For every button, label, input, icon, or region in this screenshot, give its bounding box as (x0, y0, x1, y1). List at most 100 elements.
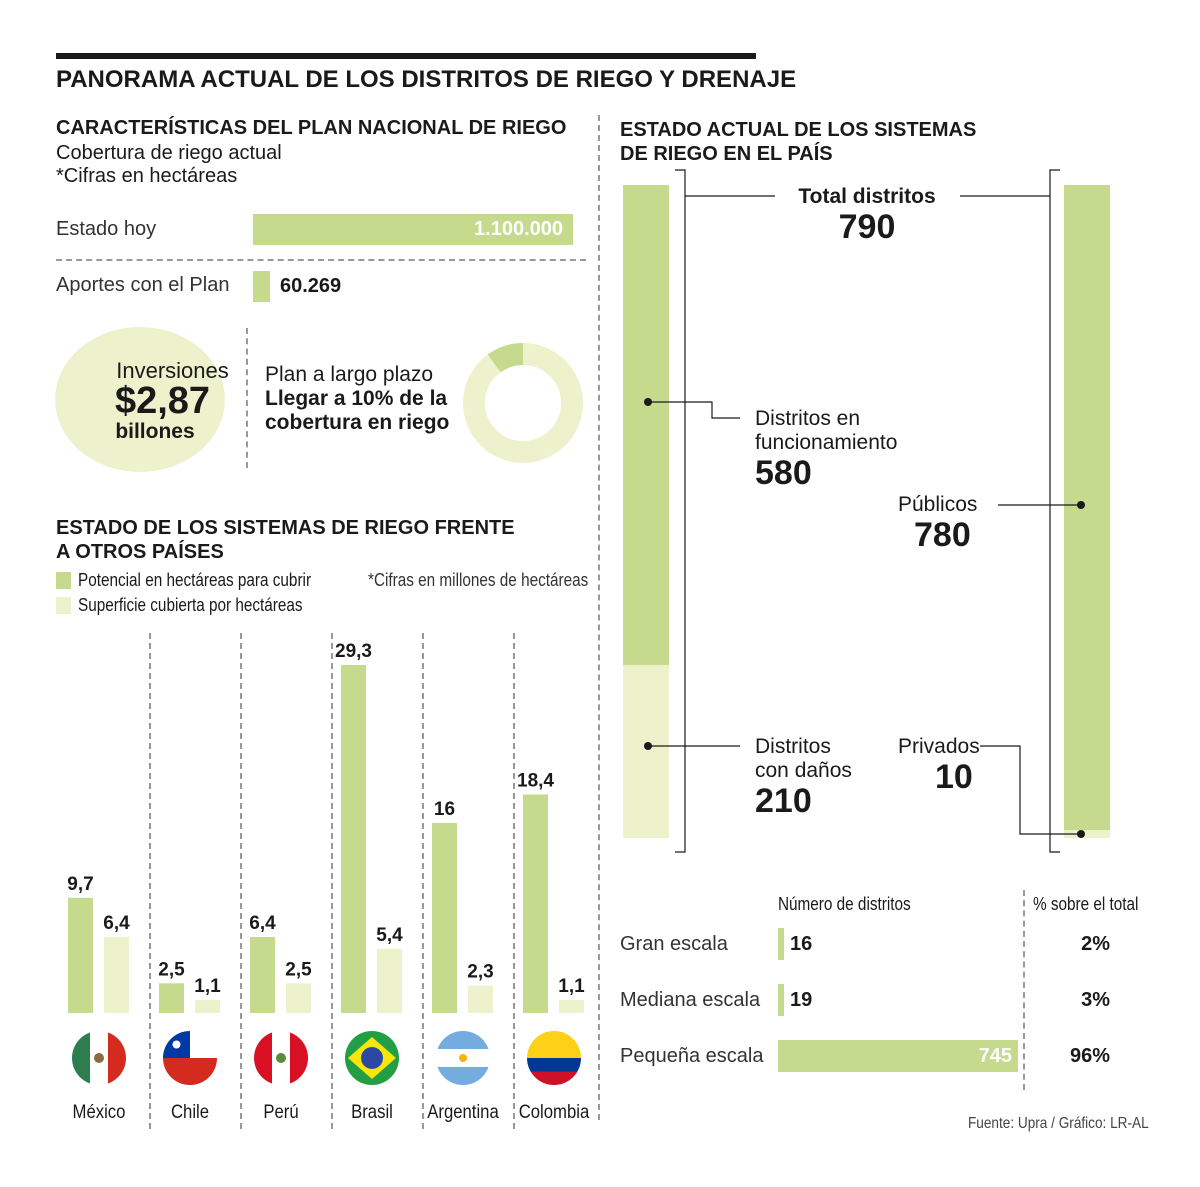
plan-divider (56, 259, 586, 261)
scale-value-mediana: 19 (790, 989, 813, 1011)
plan-vertical-divider (246, 328, 248, 468)
scale-bar-mediana (778, 984, 785, 1016)
danos-dot (644, 742, 652, 750)
danos-bar-segment (623, 665, 669, 838)
scale-row-gran-label: Gran escala (620, 933, 728, 955)
scale-pct-gran: 2% (1081, 933, 1110, 955)
bar-superficie-4 (468, 985, 493, 1013)
countries-note: *Cifras en millones de hectáreas (368, 570, 589, 590)
func-value: 580 (755, 454, 812, 492)
bar-superficie-0 (104, 936, 129, 1013)
bar-value-label: 9,7 (67, 874, 93, 895)
bar-value-label: 6,4 (103, 913, 130, 934)
flag-icon-3 (345, 1031, 399, 1085)
publicos-value: 780 (914, 516, 971, 554)
aportes-value: 60.269 (280, 275, 342, 297)
plazo-label: Plan a largo plazo (265, 363, 434, 386)
inversiones-unit: billones (115, 420, 195, 443)
flag-icon-4 (436, 1031, 490, 1085)
bar-value-label: 2,3 (467, 962, 493, 983)
bar-potencial-2 (250, 936, 275, 1013)
danos-label2: con daños (755, 759, 852, 782)
privados-label: Privados (898, 735, 980, 758)
func-label2: funcionamiento (755, 431, 898, 454)
scale-header-num: Número de distritos (778, 894, 911, 914)
estado-hoy-label: Estado hoy (56, 218, 157, 240)
legend-superficie: Superficie cubierta por hectáreas (78, 595, 303, 615)
func-bar-segment (623, 185, 669, 665)
bar-value-label: 1,1 (194, 976, 221, 997)
privados-bar-segment (1064, 830, 1110, 838)
publicos-dot (1077, 501, 1085, 509)
flag-icon-2 (254, 1031, 308, 1085)
scale-pct-mediana: 3% (1081, 989, 1110, 1011)
country-name-label: Brasil (351, 1101, 393, 1122)
scale-row-pequena-label: Pequeña escala (620, 1045, 764, 1067)
bar-potencial-0 (68, 897, 93, 1013)
privados-leader (980, 745, 1081, 835)
bar-potencial-4 (432, 822, 457, 1013)
publicos-label: Públicos (898, 493, 978, 516)
func-dot (644, 398, 652, 406)
aportes-label: Aportes con el Plan (56, 274, 230, 296)
donut-fill (463, 343, 583, 463)
scale-vertical-divider (1023, 890, 1025, 1090)
scale-value-gran: 16 (790, 933, 813, 955)
scale-pct-pequena: 96% (1069, 1045, 1110, 1067)
country-bar-chart: 9,7 6,4 México 2,5 1,1 Chile 6,4 2,5 Perú 29,3 5,4… (67, 633, 590, 1130)
bar-value-label: 16 (434, 799, 455, 820)
bar-potencial-5 (523, 794, 548, 1013)
plan-subtitle: Cobertura de riego actual (56, 142, 282, 164)
plazo-donut (463, 343, 583, 463)
donut-track (463, 343, 583, 463)
countries-title2: A OTROS PAÍSES (56, 541, 224, 563)
bar-value-label: 18,4 (517, 770, 554, 791)
plan-title: CARACTERÍSTICAS DEL PLAN NACIONAL DE RIE… (56, 117, 567, 139)
country-name-label: Perú (263, 1101, 298, 1122)
systems-title1: ESTADO ACTUAL DE LOS SISTEMAS (620, 119, 977, 141)
country-name-label: Chile (171, 1101, 209, 1122)
right-bracket (1049, 169, 1060, 853)
estado-hoy-value: 1.100.000 (474, 218, 563, 240)
bar-superficie-3 (377, 948, 402, 1013)
func-leader (648, 401, 740, 419)
scale-row-mediana-label: Mediana escala (620, 989, 761, 1011)
total-label: Total distritos (798, 185, 936, 208)
plan-note: *Cifras en hectáreas (56, 165, 238, 187)
country-name-label: México (73, 1101, 126, 1122)
bar-potencial-1 (159, 983, 184, 1013)
flag-icon-1 (163, 1031, 217, 1085)
danos-value: 210 (755, 782, 812, 820)
source-credit: Fuente: Upra / Gráfico: LR-AL (968, 1115, 1149, 1132)
scale-bar-pequena (778, 1040, 1018, 1072)
aportes-bar (253, 271, 270, 302)
bar-value-label: 1,1 (558, 976, 585, 997)
bar-potencial-3 (341, 665, 366, 1013)
inversiones-circle (55, 327, 225, 472)
bar-value-label: 2,5 (285, 959, 312, 980)
countries-title1: ESTADO DE LOS SISTEMAS DE RIEGO FRENTE (56, 517, 515, 539)
publicos-bar-segment (1064, 185, 1110, 830)
total-value: 790 (838, 208, 896, 246)
plazo-line1: Llegar a 10% de la (265, 387, 448, 410)
bar-superficie-1 (195, 999, 220, 1013)
scale-value-pequena: 745 (978, 1045, 1012, 1067)
inversiones-label: Inversiones (116, 358, 229, 383)
plazo-line2: cobertura en riego (265, 411, 450, 434)
country-name-label: Argentina (427, 1101, 499, 1122)
bar-value-label: 29,3 (335, 641, 372, 662)
page-title: PANORAMA ACTUAL DE LOS DISTRITOS DE RIEG… (56, 66, 797, 93)
estado-hoy-bar (253, 214, 573, 245)
func-label1: Distritos en (755, 407, 861, 430)
systems-title2: DE RIEGO EN EL PAÍS (620, 143, 833, 165)
scale-bar-gran (778, 928, 784, 960)
main-vertical-divider (598, 115, 600, 1120)
legend-potencial-swatch (56, 572, 71, 589)
country-name-label: Colombia (519, 1101, 590, 1122)
systems-connectors (644, 169, 1085, 853)
top-rule (56, 53, 756, 59)
scale-header-pct: % sobre el total (1033, 894, 1139, 914)
flag-icon-5 (527, 1031, 581, 1085)
bar-value-label: 6,4 (249, 913, 276, 934)
legend-superficie-swatch (56, 597, 71, 614)
